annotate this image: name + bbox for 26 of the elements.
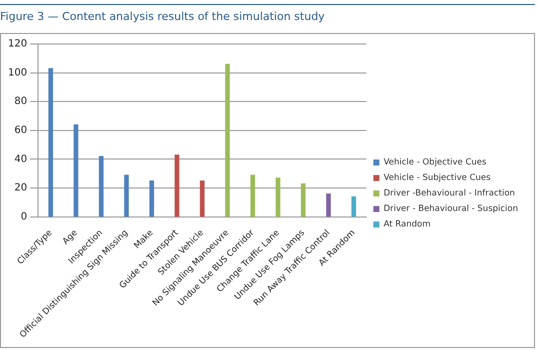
bar [174,154,180,217]
chart-title: Figure 3 — Content analysis results of the simulation study [0,10,325,23]
bar [149,180,154,217]
y-tick-label: 80 [14,96,28,108]
legend-label: Vehicle - Subjective Cues [384,173,492,184]
bar [276,178,280,217]
bar [250,174,256,217]
legend-label: At Random [384,220,431,230]
bar [300,183,306,217]
y-tick-label: 60 [14,125,28,136]
bar [48,68,54,217]
bar [225,64,230,217]
y-tick-label: 20 [14,182,28,194]
y-tick-label: 120 [8,38,28,50]
legend-label: Vehicle - Objective Cues [384,158,488,168]
bar [200,180,205,217]
y-tick-label: 0 [20,211,28,222]
bar [74,124,78,217]
bar [351,196,356,217]
bar [124,174,129,217]
y-tick-label: 100 [8,67,28,78]
legend-label: Driver - Behavioural - Suspicion [384,204,518,214]
y-tick-label: 40 [14,154,28,165]
bar [326,193,331,217]
bar [98,156,104,217]
legend-label: Driver -Behavioural - Infraction [384,188,515,199]
